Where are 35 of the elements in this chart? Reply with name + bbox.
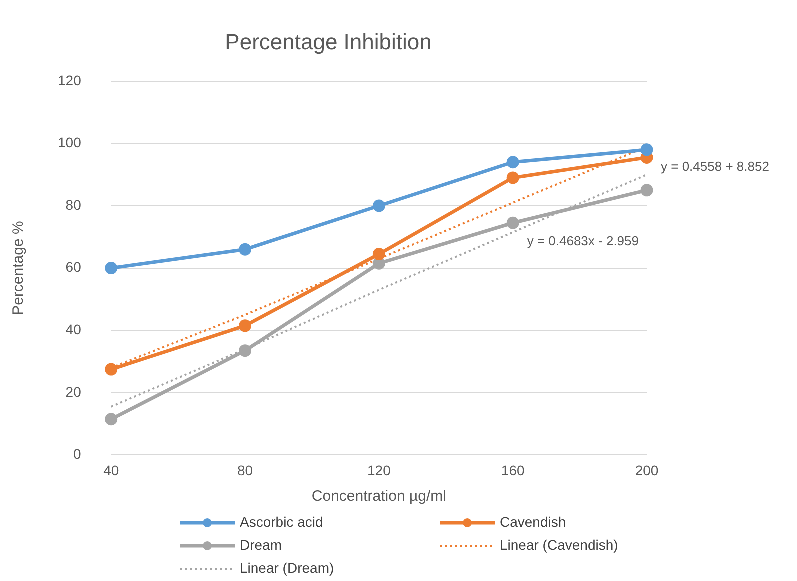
- legend-label: Linear (Cavendish): [500, 536, 618, 553]
- chart-title: Percentage Inhibition: [225, 29, 432, 54]
- x-tick-label: 120: [368, 462, 392, 478]
- point: [506, 216, 520, 230]
- annotation: y = 0.4683x - 2.959: [527, 234, 639, 249]
- point: [239, 243, 252, 256]
- y-tick-label: 20: [66, 384, 82, 400]
- point: [372, 248, 386, 261]
- y-tick-label: 40: [66, 321, 82, 338]
- point: [372, 200, 386, 212]
- y-tick-label: 0: [74, 446, 82, 462]
- legend-label: Ascorbic acid: [240, 514, 324, 530]
- y-tick-label: 120: [58, 72, 82, 88]
- point: [506, 156, 520, 169]
- y-tick-label: 80: [66, 196, 82, 213]
- point: [239, 320, 252, 332]
- x-tick-label: 200: [635, 462, 659, 478]
- point: [640, 184, 654, 197]
- text: y = 0.4558 + 8.852: [661, 158, 770, 174]
- y-axis-title: Percentage %: [10, 221, 28, 316]
- y-tick-label: 60: [66, 259, 82, 276]
- point: [239, 344, 252, 358]
- point: [640, 144, 654, 156]
- x-tick-label: 160: [501, 462, 525, 478]
- x-tick-label: 80: [237, 462, 254, 478]
- legend-label: Cavendish: [500, 514, 566, 530]
- x-tick-label: 40: [104, 462, 120, 478]
- point: [105, 262, 118, 275]
- x-axis-title: Concentration µg/ml: [312, 488, 446, 506]
- point: [506, 172, 520, 184]
- point: [105, 363, 118, 376]
- legend-label: Linear (Dream): [240, 560, 334, 576]
- point: [105, 413, 118, 426]
- legend-label: Dream: [240, 536, 282, 553]
- y-tick-label: 100: [58, 134, 82, 151]
